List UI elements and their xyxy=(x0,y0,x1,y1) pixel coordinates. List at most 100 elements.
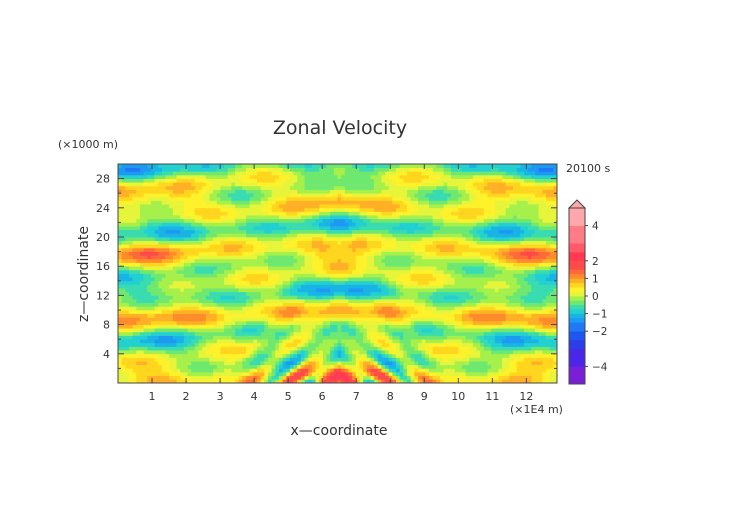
field-cell xyxy=(150,215,155,220)
field-cell xyxy=(359,211,364,216)
field-cell xyxy=(275,226,280,231)
field-cell xyxy=(388,178,393,183)
field-cell xyxy=(209,200,214,205)
field-cell xyxy=(205,288,210,293)
field-cell xyxy=(403,288,408,293)
field-cell xyxy=(154,174,159,179)
field-cell xyxy=(183,222,188,227)
field-cell xyxy=(414,167,419,172)
field-cell xyxy=(341,244,346,249)
field-cell xyxy=(348,306,353,311)
field-cell xyxy=(286,244,291,249)
field-cell xyxy=(249,375,254,380)
field-cell xyxy=(399,185,404,190)
field-cell xyxy=(238,178,243,183)
field-cell xyxy=(322,222,327,227)
field-cell xyxy=(374,306,379,311)
field-cell xyxy=(370,255,375,260)
field-cell xyxy=(322,182,327,187)
field-cell xyxy=(399,357,404,362)
field-cell xyxy=(187,310,192,314)
field-cell xyxy=(125,237,130,241)
field-cell xyxy=(304,342,309,347)
field-cell xyxy=(235,196,240,201)
field-cell xyxy=(355,364,360,369)
field-cell xyxy=(388,222,393,227)
field-cell xyxy=(374,372,379,377)
field-cell xyxy=(150,335,155,340)
field-cell xyxy=(150,211,155,216)
field-cell xyxy=(348,361,353,366)
field-cell xyxy=(257,255,262,260)
field-cell xyxy=(308,171,313,176)
field-cell xyxy=(403,280,408,285)
field-cell xyxy=(289,171,294,176)
field-cell xyxy=(304,164,309,168)
field-cell xyxy=(392,277,397,282)
field-cell xyxy=(132,196,137,201)
field-cell xyxy=(275,328,280,333)
field-cell xyxy=(147,306,152,311)
field-cell xyxy=(121,255,126,260)
field-cell xyxy=(198,240,203,245)
field-cell xyxy=(348,280,353,285)
field-cell xyxy=(370,251,375,256)
field-cell xyxy=(139,339,144,344)
field-cell xyxy=(300,207,305,212)
field-cell xyxy=(282,258,287,263)
field-cell xyxy=(319,317,324,322)
field-cell xyxy=(311,167,316,172)
field-cell xyxy=(407,207,412,212)
field-cell xyxy=(227,284,232,289)
field-cell xyxy=(352,255,357,260)
field-cell xyxy=(297,269,302,274)
field-cell xyxy=(205,251,210,256)
field-cell xyxy=(410,226,415,231)
field-cell xyxy=(128,353,133,358)
field-cell xyxy=(191,237,196,241)
field-cell xyxy=(267,218,272,223)
field-cell xyxy=(326,211,331,216)
field-cell xyxy=(322,244,327,249)
field-cell xyxy=(311,200,316,205)
field-cell xyxy=(253,342,258,347)
field-cell xyxy=(253,331,258,336)
field-cell xyxy=(172,215,177,220)
field-cell xyxy=(260,342,265,347)
field-cell xyxy=(392,189,397,194)
field-cell xyxy=(246,353,251,358)
field-cell xyxy=(139,247,144,252)
field-cell xyxy=(271,222,276,227)
field-cell xyxy=(198,328,203,333)
field-cell xyxy=(326,258,331,263)
field-cell xyxy=(286,266,291,271)
field-cell xyxy=(388,357,393,362)
field-cell xyxy=(125,324,130,329)
field-cell xyxy=(319,182,324,187)
field-cell xyxy=(227,218,232,223)
field-cell xyxy=(388,302,393,307)
field-cell xyxy=(374,324,379,329)
field-cell xyxy=(278,339,283,344)
field-cell xyxy=(359,178,364,183)
field-cell xyxy=(198,277,203,282)
field-cell xyxy=(410,350,415,355)
field-cell xyxy=(194,302,199,307)
field-cell xyxy=(359,280,364,285)
field-cell xyxy=(271,306,276,311)
field-cell xyxy=(381,178,386,183)
field-cell xyxy=(399,262,404,267)
field-cell xyxy=(322,171,327,176)
field-cell xyxy=(344,226,349,231)
field-cell xyxy=(297,185,302,190)
field-cell xyxy=(381,346,386,351)
field-cell xyxy=(370,379,375,384)
field-cell xyxy=(410,368,415,373)
field-cell xyxy=(355,207,360,212)
field-cell xyxy=(271,207,276,212)
field-cell xyxy=(264,237,269,241)
field-cell xyxy=(220,357,225,362)
field-cell xyxy=(381,266,386,271)
field-cell xyxy=(267,269,272,274)
field-cell xyxy=(216,240,221,245)
